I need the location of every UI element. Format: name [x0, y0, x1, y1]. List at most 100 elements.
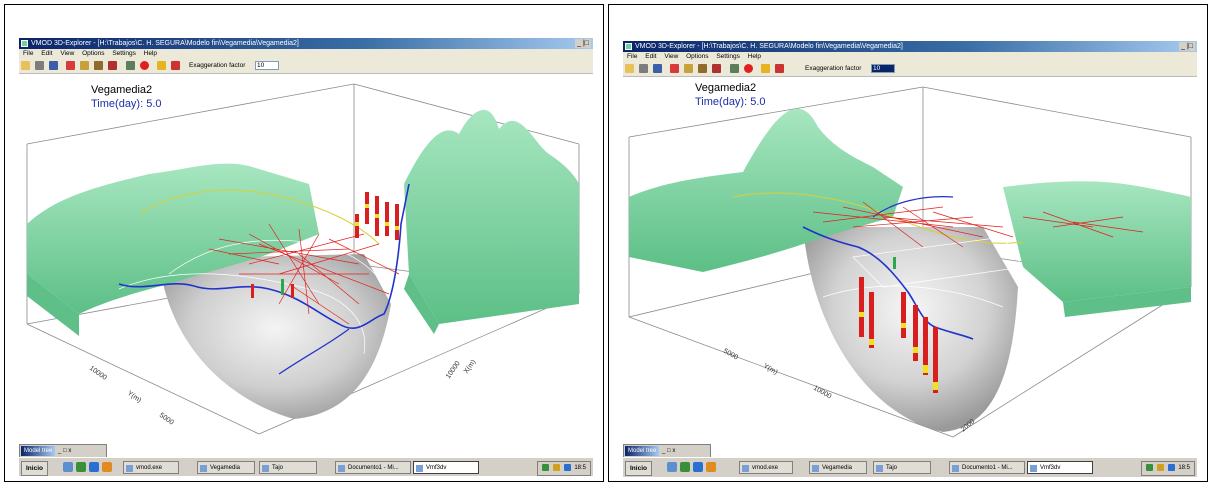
right-time-label: Time(day): 5.0 [695, 96, 766, 108]
left-taskbar: Inicio vmod.exe Vegamedia Tajo Documento… [19, 457, 593, 476]
menu-options[interactable]: Options [82, 50, 105, 57]
left-axis-label-x-title: X(m) [463, 359, 477, 375]
media-icon[interactable] [706, 462, 716, 472]
task-documento[interactable]: Documento1 - Mi... [335, 461, 411, 474]
save-icon[interactable] [652, 64, 662, 73]
right-terrain-edge [1063, 287, 1191, 317]
browser-icon[interactable] [76, 462, 86, 472]
open-icon[interactable] [625, 64, 634, 73]
left-start-button[interactable]: Inicio [21, 461, 48, 476]
menu-options[interactable]: Options [686, 53, 709, 60]
target-icon[interactable] [139, 61, 149, 70]
right-terrain-east [1003, 181, 1191, 302]
explorer-icon[interactable] [89, 462, 99, 472]
left-axis-label-y1: 10000 [88, 365, 108, 382]
left-terrain-east [404, 109, 579, 324]
axes-icon[interactable] [80, 61, 90, 70]
media-icon[interactable] [102, 462, 112, 472]
right-model-tree-buttons[interactable]: _ □ x [662, 448, 676, 454]
right-taskbar: Inicio vmod.exe Vegamedia Tajo Documento… [623, 457, 1197, 477]
right-axis-label-y-title: Y(m) [762, 363, 779, 377]
left-system-tray: 18:5 [537, 461, 591, 476]
well-icon[interactable] [66, 61, 76, 70]
right-screenshot-frame: VMOD 3D-Explorer - [H:\Trabajos\C. H. SE… [608, 4, 1208, 482]
menu-settings[interactable]: Settings [716, 53, 740, 60]
well-icon[interactable] [670, 64, 680, 73]
right-menu-bar: File Edit View Options Settings Help [623, 52, 1197, 62]
menu-edit[interactable]: Edit [41, 50, 53, 57]
tray-app-icon[interactable] [1167, 463, 1175, 471]
left-toolbar: Exaggeration factor 10 [19, 59, 593, 74]
left-axis-label-y2: 5000 [158, 412, 175, 427]
flag-icon[interactable] [171, 61, 181, 70]
left-axis-label-x1: 10000 [445, 360, 462, 380]
left-wells [251, 192, 399, 298]
left-window-controls[interactable]: _ |□ [575, 39, 591, 48]
open-icon[interactable] [21, 61, 30, 70]
left-screenshot-frame: VMOD 3D-Explorer - [H:\Trabajos\C. H. SE… [4, 4, 604, 482]
print-icon[interactable] [34, 61, 44, 70]
flag-icon[interactable] [775, 64, 785, 73]
tray-volume-icon[interactable] [1156, 463, 1164, 471]
menu-view[interactable]: View [60, 50, 75, 57]
task-vegamedia[interactable]: Vegamedia [197, 461, 255, 474]
left-menu-bar: File Edit View Options Settings Help [19, 49, 593, 59]
pathline-icon[interactable] [761, 64, 771, 73]
right-wells [859, 257, 938, 393]
grid-icon[interactable] [107, 61, 117, 70]
tray-volume-icon[interactable] [552, 463, 560, 471]
left-river [118, 183, 410, 329]
pathline-icon[interactable] [157, 61, 167, 70]
settings-icon[interactable] [125, 61, 135, 70]
tray-network-icon[interactable] [1146, 463, 1154, 471]
task-vmod[interactable]: vmod.exe [123, 461, 179, 474]
left-terrain-cliff [404, 274, 439, 334]
left-model-tree-buttons[interactable]: _ □ x [58, 448, 72, 454]
desktop-icon[interactable] [63, 462, 73, 472]
left-model-tree[interactable]: Model tree _ □ x [19, 444, 107, 458]
task-vmf3dv[interactable]: Vmf3dv [1027, 461, 1093, 474]
print-icon[interactable] [638, 64, 648, 73]
explorer-icon[interactable] [693, 462, 703, 472]
task-vegamedia[interactable]: Vegamedia [809, 461, 867, 474]
menu-view[interactable]: View [664, 53, 679, 60]
left-3d-canvas[interactable]: 10000 Y(m) 5000 10000 X(m) [19, 74, 593, 442]
layer-icon[interactable] [698, 64, 708, 73]
axes-icon[interactable] [684, 64, 694, 73]
task-vmod[interactable]: vmod.exe [739, 461, 793, 474]
layer-icon[interactable] [94, 61, 104, 70]
right-plot-title: Vegamedia2 [695, 82, 757, 94]
grid-icon[interactable] [711, 64, 721, 73]
task-documento[interactable]: Documento1 - Mi... [949, 461, 1025, 474]
right-start-button[interactable]: Inicio [625, 461, 652, 476]
exaggeration-input[interactable]: 10 [871, 64, 895, 73]
menu-help[interactable]: Help [747, 53, 762, 60]
browser-icon[interactable] [680, 462, 690, 472]
right-window-controls[interactable]: _ |□ [1179, 42, 1195, 51]
task-tajo[interactable]: Tajo [873, 461, 931, 474]
left-3d-view[interactable]: 10000 Y(m) 5000 10000 X(m) Vegamedia2 Ti… [19, 74, 593, 442]
left-grid-lines [168, 239, 390, 295]
task-vmf3dv[interactable]: Vmf3dv [413, 461, 479, 474]
task-tajo[interactable]: Tajo [259, 461, 317, 474]
settings-icon[interactable] [729, 64, 739, 73]
right-title-bar: VMOD 3D-Explorer - [H:\Trabajos\C. H. SE… [623, 41, 1197, 52]
app-icon [625, 43, 632, 50]
menu-help[interactable]: Help [143, 50, 158, 57]
left-title-bar: VMOD 3D-Explorer - [H:\Trabajos\C. H. SE… [19, 38, 593, 49]
exaggeration-input[interactable]: 10 [255, 61, 279, 70]
desktop-icon[interactable] [667, 462, 677, 472]
save-icon[interactable] [48, 61, 58, 70]
menu-file[interactable]: File [23, 50, 34, 57]
menu-settings[interactable]: Settings [112, 50, 136, 57]
tray-app-icon[interactable] [563, 463, 571, 471]
menu-file[interactable]: File [627, 53, 638, 60]
right-3d-view[interactable]: 5000 Y(m) 10000 2000 Vegamedia2 Time(day… [623, 77, 1197, 445]
right-3d-canvas[interactable]: 5000 Y(m) 10000 2000 [623, 77, 1197, 445]
right-axis-label-y2: 10000 [812, 385, 832, 401]
menu-edit[interactable]: Edit [645, 53, 657, 60]
target-icon[interactable] [743, 64, 753, 73]
right-model-tree[interactable]: Model tree _ □ x [623, 444, 711, 458]
left-time-label: Time(day): 5.0 [91, 98, 162, 110]
tray-network-icon[interactable] [542, 463, 550, 471]
